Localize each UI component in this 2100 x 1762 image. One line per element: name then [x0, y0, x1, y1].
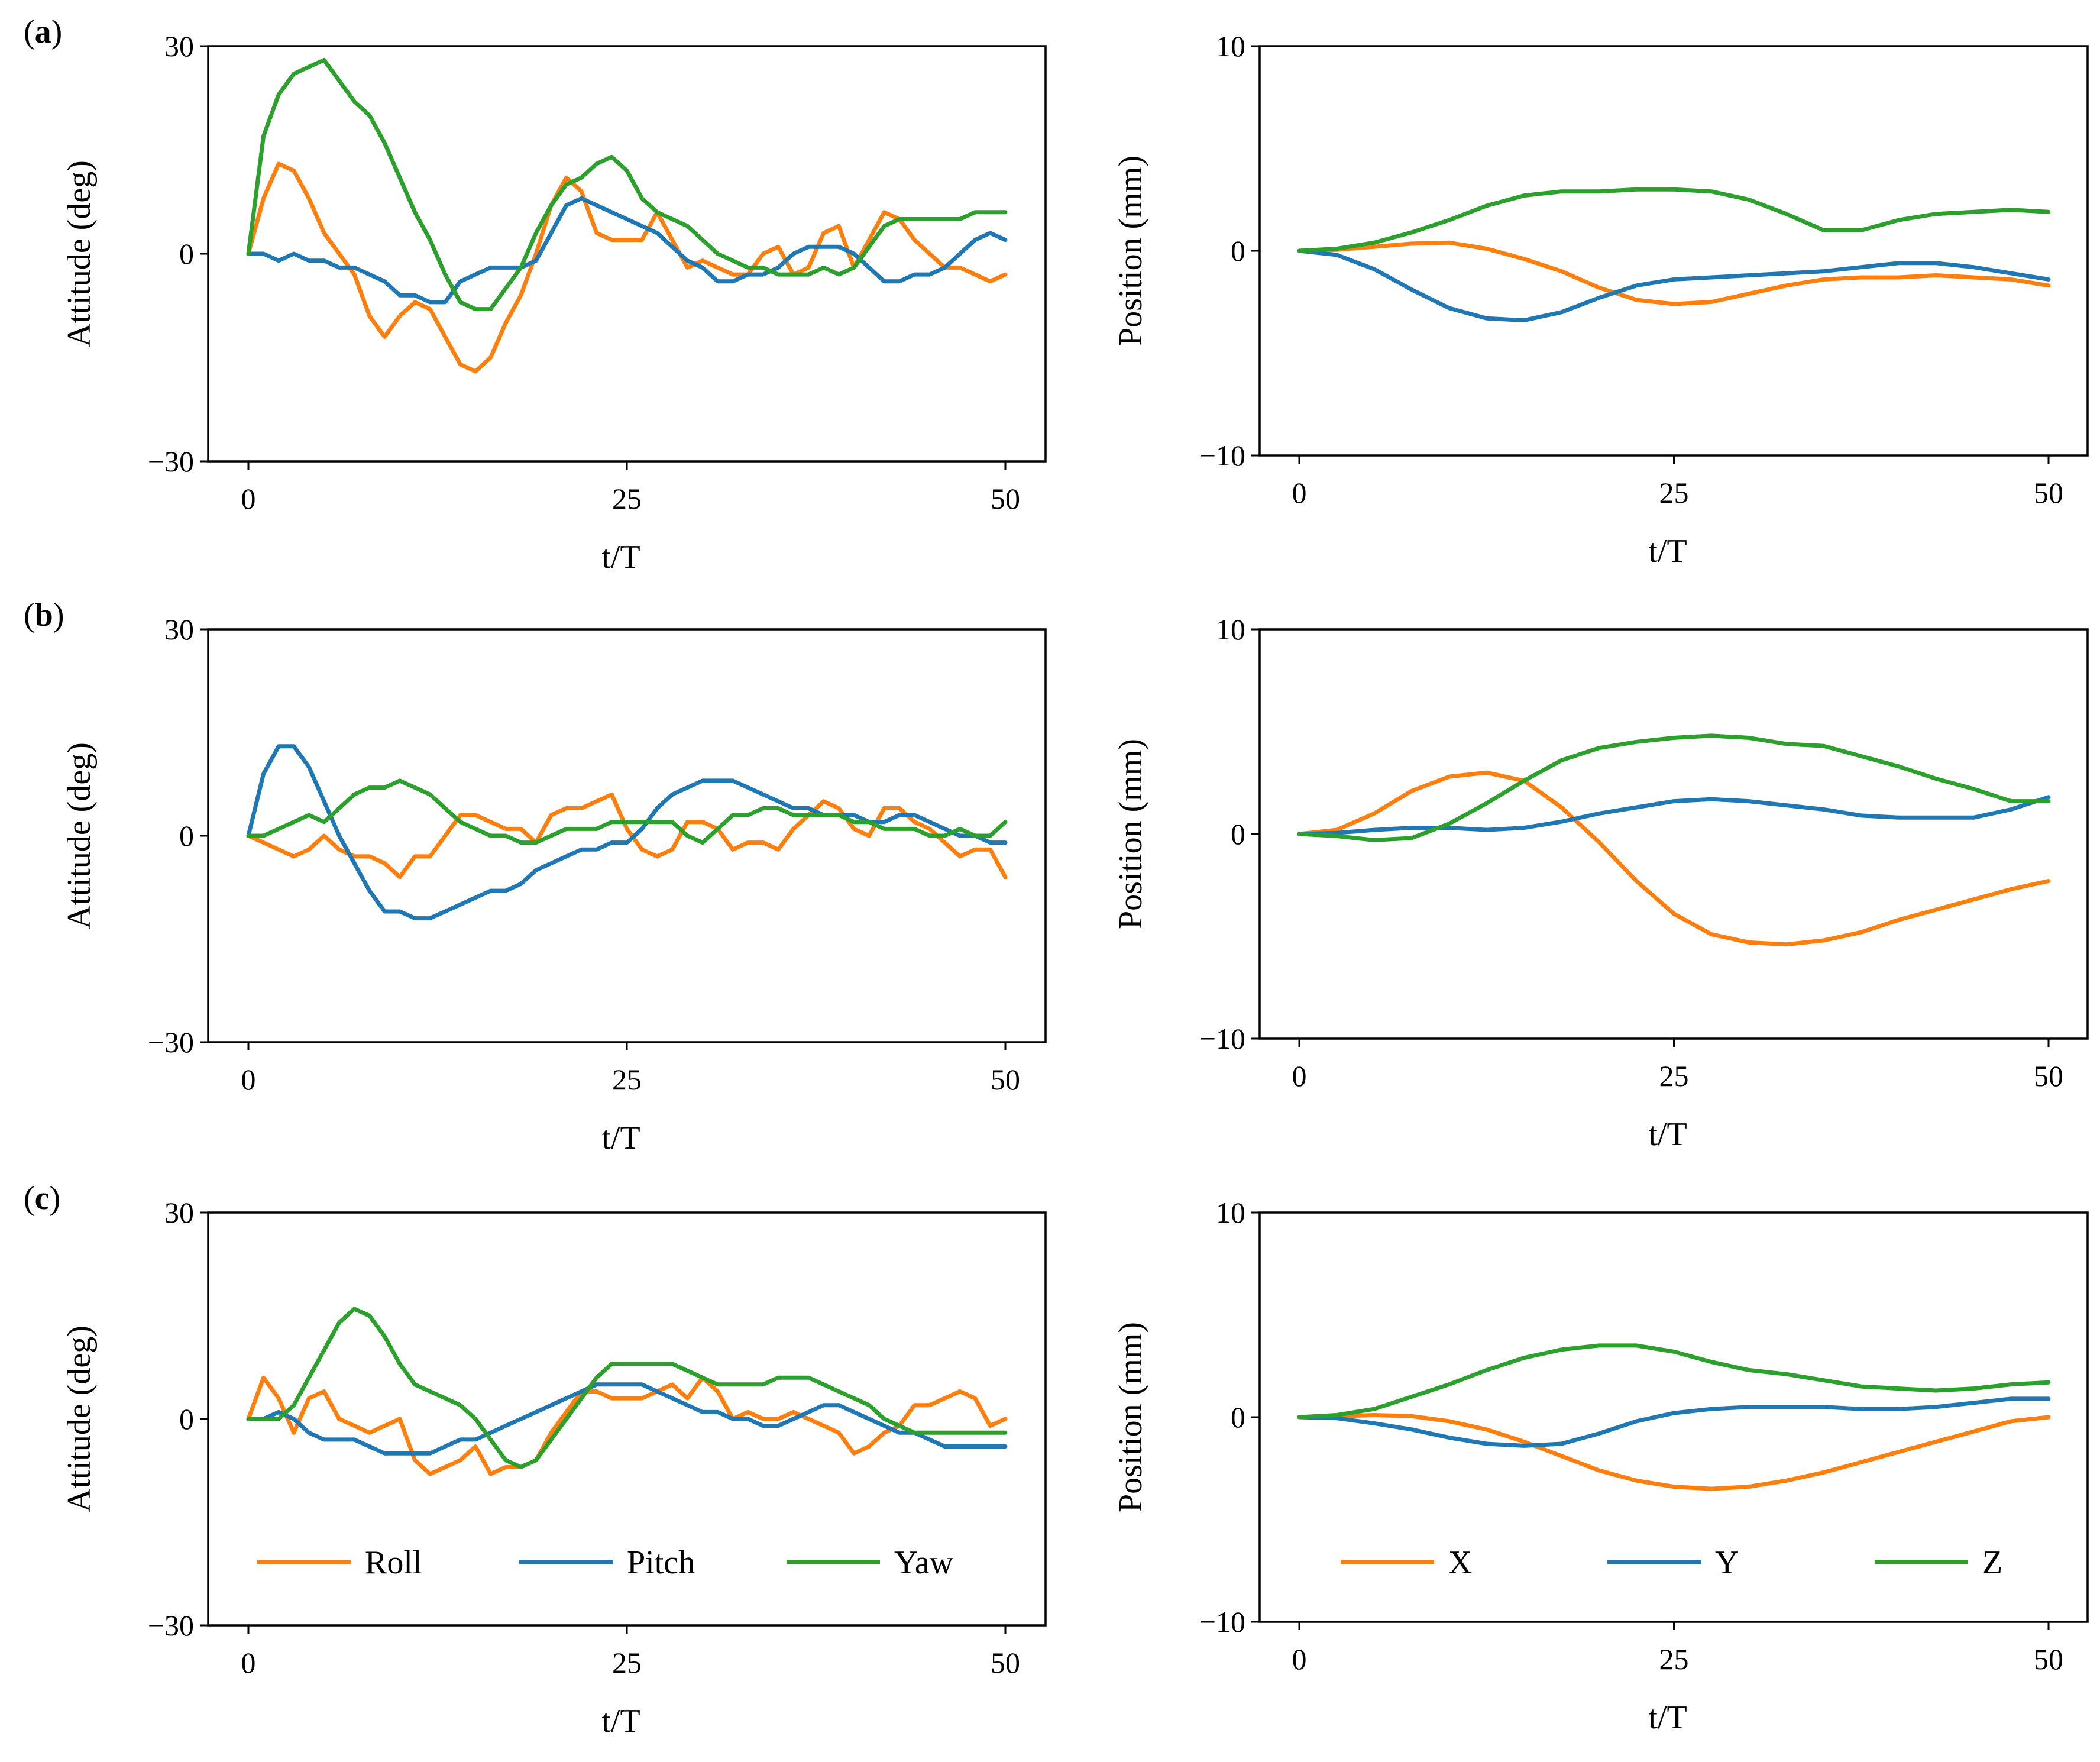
legend-label-x: X — [1448, 1544, 1472, 1581]
y-tick-label: −10 — [1199, 1605, 1245, 1638]
y-tick-label: 0 — [179, 819, 194, 852]
x-axis-label: t/T — [601, 1703, 640, 1740]
series-line-roll — [246, 792, 1008, 880]
series-line-x — [1297, 1413, 2051, 1491]
series-line-z — [1297, 187, 2051, 253]
x-axis-label: t/T — [1648, 1699, 1687, 1736]
x-tick-label: 25 — [612, 482, 642, 515]
series-line-yaw — [246, 1307, 1008, 1469]
chart-a-position: 0 25 50 −10 0 10 t/T Position (mm) — [1112, 30, 2089, 570]
chart-a-attitude: 0 25 50 −30 0 30 t/T Attitude (deg) — [61, 30, 1047, 576]
chart-b-position: 0 25 50 −10 0 10 t/T Position (mm) — [1112, 613, 2089, 1153]
x-axis-label: t/T — [1648, 1116, 1687, 1153]
y-tick-label: 0 — [1231, 234, 1245, 267]
series-line-pitch — [246, 744, 1008, 921]
x-tick-label: 0 — [241, 1063, 256, 1096]
series-line-yaw — [246, 57, 1008, 312]
chart-c-position: 0 25 50 −10 0 10 t/T Position (mm) — [1112, 1196, 2089, 1736]
y-axis-label: Position (mm) — [1112, 739, 1149, 929]
legend-label-pitch: Pitch — [627, 1544, 695, 1581]
y-tick-label: 30 — [164, 613, 194, 646]
series-line-pitch — [246, 1382, 1008, 1456]
x-tick-label: 50 — [2034, 476, 2063, 509]
x-tick-label: 50 — [2034, 1059, 2063, 1092]
series-line-yaw — [246, 778, 1008, 845]
series-line-y — [1297, 795, 2051, 836]
series-line-roll — [246, 161, 1008, 374]
y-tick-label: 0 — [179, 1402, 194, 1436]
x-axis-label: t/T — [601, 539, 640, 576]
x-tick-label: 50 — [2034, 1643, 2063, 1676]
x-tick-label: 50 — [991, 1646, 1020, 1679]
series-line-x — [1297, 770, 2051, 947]
y-tick-label: −30 — [148, 1026, 194, 1059]
x-tick-label: 0 — [241, 482, 256, 515]
x-tick-label: 0 — [241, 1646, 256, 1679]
y-tick-label: 10 — [1216, 613, 1245, 646]
chart-c-attitude: 0 25 50 −30 0 30 t/T Attitude (deg) — [61, 1196, 1047, 1740]
x-tick-label: 25 — [612, 1063, 642, 1096]
x-tick-label: 0 — [1292, 476, 1307, 509]
y-tick-label: −10 — [1199, 439, 1245, 472]
y-tick-label: −10 — [1199, 1022, 1245, 1055]
y-tick-label: −30 — [148, 1609, 194, 1642]
series-line-pitch — [246, 196, 1008, 305]
series-line-z — [1297, 733, 2051, 842]
y-tick-label: 0 — [1231, 817, 1245, 851]
series-line-x — [1297, 240, 2051, 306]
legend-label-z: Z — [1982, 1544, 2002, 1581]
y-axis-label: Position (mm) — [1112, 156, 1149, 346]
series-line-y — [1297, 248, 2051, 323]
y-tick-label: 10 — [1216, 1196, 1245, 1229]
legend-label-y: Y — [1715, 1544, 1739, 1581]
y-tick-label: 30 — [164, 1196, 194, 1229]
y-axis-label: Attitude (deg) — [61, 1325, 98, 1512]
legend-attitude: Roll Pitch Yaw — [257, 1544, 954, 1581]
panel-label-a: (a) — [24, 14, 62, 50]
y-tick-label: 0 — [1231, 1401, 1245, 1434]
legend-position: X Y Z — [1341, 1544, 2002, 1581]
panel-label-b: (b) — [24, 597, 64, 633]
x-tick-label: 50 — [991, 1063, 1020, 1096]
y-tick-label: −30 — [148, 445, 194, 478]
series-line-roll — [246, 1375, 1008, 1476]
series-line-y — [1297, 1396, 2051, 1448]
x-tick-label: 50 — [991, 482, 1020, 515]
series-line-z — [1297, 1343, 2051, 1420]
x-tick-label: 25 — [1659, 476, 1689, 509]
y-tick-label: 10 — [1216, 30, 1245, 63]
legend-label-roll: Roll — [365, 1544, 422, 1581]
y-tick-label: 30 — [164, 30, 194, 63]
x-tick-label: 0 — [1292, 1643, 1307, 1676]
y-axis-label: Attitude (deg) — [61, 742, 98, 929]
chart-b-attitude: 0 25 50 −30 0 30 t/T Attitude (deg) — [61, 613, 1047, 1156]
x-axis-label: t/T — [1648, 533, 1687, 570]
y-axis-label: Position (mm) — [1112, 1322, 1149, 1512]
x-tick-label: 0 — [1292, 1059, 1307, 1092]
panel-label-c: (c) — [24, 1180, 60, 1217]
x-axis-label: t/T — [601, 1120, 640, 1156]
legend-label-yaw: Yaw — [894, 1544, 954, 1581]
x-tick-label: 25 — [612, 1646, 642, 1679]
x-tick-label: 25 — [1659, 1059, 1689, 1092]
x-tick-label: 25 — [1659, 1643, 1689, 1676]
y-axis-label: Attitude (deg) — [61, 160, 98, 347]
y-tick-label: 0 — [179, 237, 194, 270]
